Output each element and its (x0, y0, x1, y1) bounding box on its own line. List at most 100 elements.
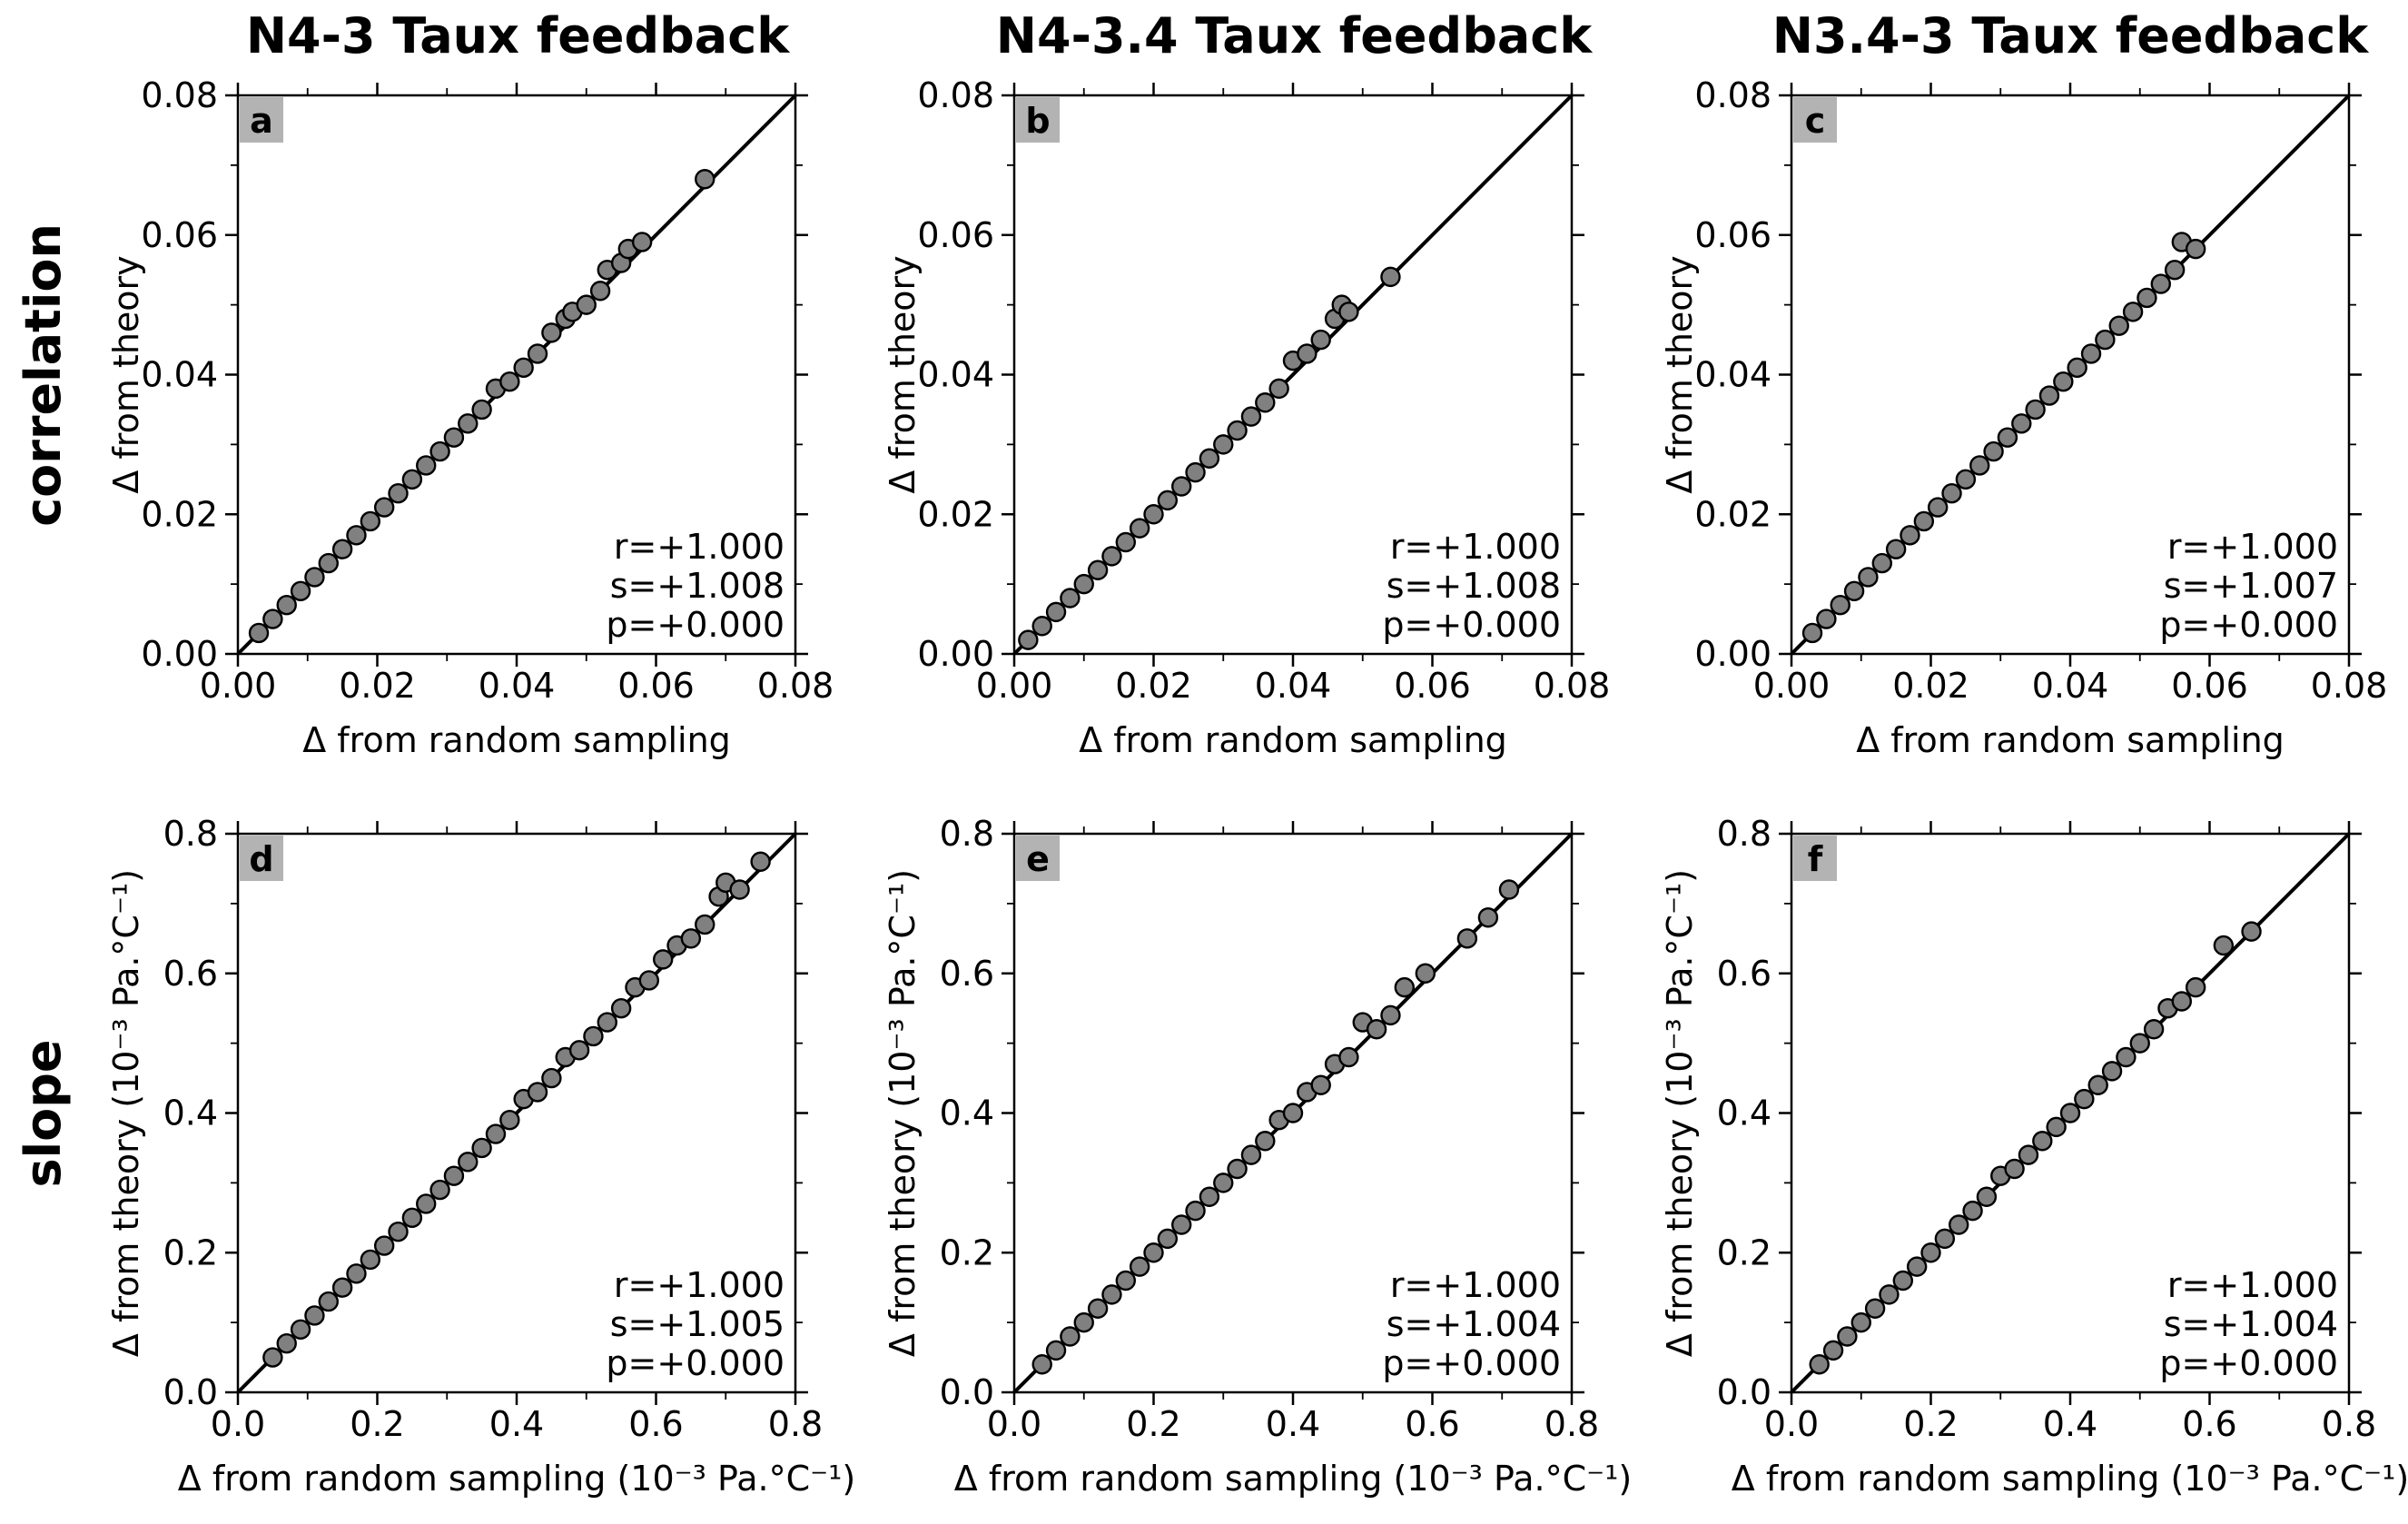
data-point (638, 970, 660, 991)
data-point (1997, 427, 2018, 448)
panel-d: 0.00.0 0.2 0.2 0.4 0.4 0.6 0.6 0.8 0.8 d r=+1.000s… (106, 814, 855, 1499)
data-point (1170, 1214, 1192, 1235)
y-tick-label: 0.06 (141, 215, 218, 255)
x-tick-label: 0.00 (976, 666, 1053, 706)
x-axis-label: Δ from random sampling (10⁻³ Pa.°C⁻¹) (1732, 1459, 2408, 1499)
stat-line: p=+0.000 (1382, 605, 1561, 645)
x-axis-label: Δ from random sampling (10⁻³ Pa.°C⁻¹) (178, 1459, 855, 1499)
x-tick-label: 0.4 (2043, 1404, 2097, 1444)
data-point (290, 1319, 311, 1341)
data-point (583, 1025, 604, 1047)
data-point (527, 1082, 548, 1103)
data-point (1185, 461, 1206, 483)
y-axis-label: Δ from theory (106, 255, 146, 493)
y-tick-label: 0.4 (1717, 1094, 1771, 1133)
column-title-2: N4-3.4 Taux feedback (996, 7, 1594, 64)
data-point (2116, 1046, 2137, 1068)
data-point (276, 594, 297, 616)
data-point (729, 879, 750, 900)
x-tick-label: 0.00 (200, 666, 277, 706)
y-tick-label: 0.00 (917, 634, 994, 674)
data-point (304, 1305, 325, 1326)
data-point (1477, 907, 1499, 928)
data-point (1129, 518, 1150, 539)
y-tick-label: 0.00 (1694, 634, 1771, 674)
y-tick-label: 0.02 (917, 494, 994, 534)
data-point (1213, 434, 1234, 455)
data-point (1830, 594, 1850, 616)
plot-frame (236, 832, 797, 1394)
data-point (1268, 378, 1289, 400)
data-point (576, 294, 597, 315)
panel-letter-box (240, 836, 283, 881)
data-point (1983, 440, 2004, 462)
data-point (290, 580, 311, 602)
data-point (1969, 455, 1990, 476)
data-point (458, 1152, 479, 1173)
data-point (1920, 1242, 1941, 1263)
data-point (1955, 469, 1977, 490)
data-point (1101, 1284, 1122, 1305)
y-tick-label: 0.6 (1717, 954, 1771, 994)
titles: N4-3 Taux feedback N4-3.4 Taux feedback … (15, 7, 2369, 1188)
data-point (360, 510, 381, 532)
stat-line: s=+1.004 (1387, 1304, 1561, 1344)
y-tick-label: 0.6 (940, 954, 994, 994)
data-point (1031, 1354, 1052, 1375)
data-point (331, 539, 353, 559)
x-tick-label: 0.08 (757, 666, 834, 706)
x-tick-label: 0.6 (1405, 1404, 1459, 1444)
data-point (416, 1193, 437, 1214)
x-tick-label: 0.04 (479, 666, 556, 706)
y-axis-label: Δ from theory (10⁻³ Pa.°C⁻¹) (106, 869, 146, 1357)
data-point (2137, 287, 2157, 309)
data-point (652, 949, 674, 970)
y-tick-label: 0.08 (917, 75, 994, 115)
data-point (2101, 1061, 2123, 1082)
x-axis-label: Δ from random sampling (1856, 720, 2285, 760)
data-point (499, 1109, 520, 1131)
data-point (1297, 343, 1317, 364)
panels: 0.000.000.020.020.040.040.060.060.080.08… (106, 75, 2408, 1499)
panel-f: 0.00.0 0.2 0.2 0.4 0.4 0.6 0.6 0.8 0.8 f r=+1.000s… (1660, 814, 2408, 1499)
data-point (1101, 546, 1122, 567)
data-point (1843, 580, 1865, 602)
stat-line: p=+0.000 (606, 1343, 785, 1383)
data-point (2095, 329, 2116, 351)
data-point (1871, 552, 1892, 574)
stat-line: s=+1.007 (2164, 566, 2338, 606)
data-point (695, 914, 715, 935)
data-point (597, 1012, 617, 1033)
data-point (2241, 921, 2262, 942)
panel-letter: b (1025, 101, 1050, 141)
data-point (346, 525, 367, 546)
data-point (1962, 1200, 1983, 1222)
data-point (1073, 1311, 1094, 1333)
data-point (1941, 482, 1962, 504)
data-point (2032, 1131, 2053, 1152)
data-point (401, 1207, 423, 1229)
y-tick-label: 0.04 (917, 355, 994, 395)
data-point (1282, 1103, 1304, 1123)
data-point (1310, 329, 1331, 351)
data-point (485, 1123, 507, 1144)
stat-line: s=+1.008 (610, 566, 785, 606)
data-point (1199, 448, 1220, 469)
data-point (2122, 302, 2144, 322)
panel-a: 0.000.00 0.02 0.02 0.04 0.04 0.06 0.06 0.08 0.08… (106, 75, 834, 760)
data-point (1366, 1019, 1387, 1040)
panel-letter-box (1793, 836, 1837, 881)
panel-b: 0.000.00 0.02 0.02 0.04 0.04 0.06 0.06 0.08 0.08… (883, 75, 1610, 760)
x-tick-label: 0.06 (617, 666, 695, 706)
data-point (1906, 1256, 1928, 1277)
data-point (1213, 1173, 1234, 1193)
panel-letter-box (240, 97, 283, 143)
x-tick-label: 0.8 (2322, 1404, 2376, 1444)
data-point (1801, 622, 1823, 644)
data-point (527, 343, 548, 364)
data-point (471, 1137, 492, 1159)
y-tick-label: 0.8 (163, 814, 218, 854)
data-point (513, 357, 534, 379)
data-point (1240, 1144, 1262, 1165)
data-point (541, 322, 562, 343)
